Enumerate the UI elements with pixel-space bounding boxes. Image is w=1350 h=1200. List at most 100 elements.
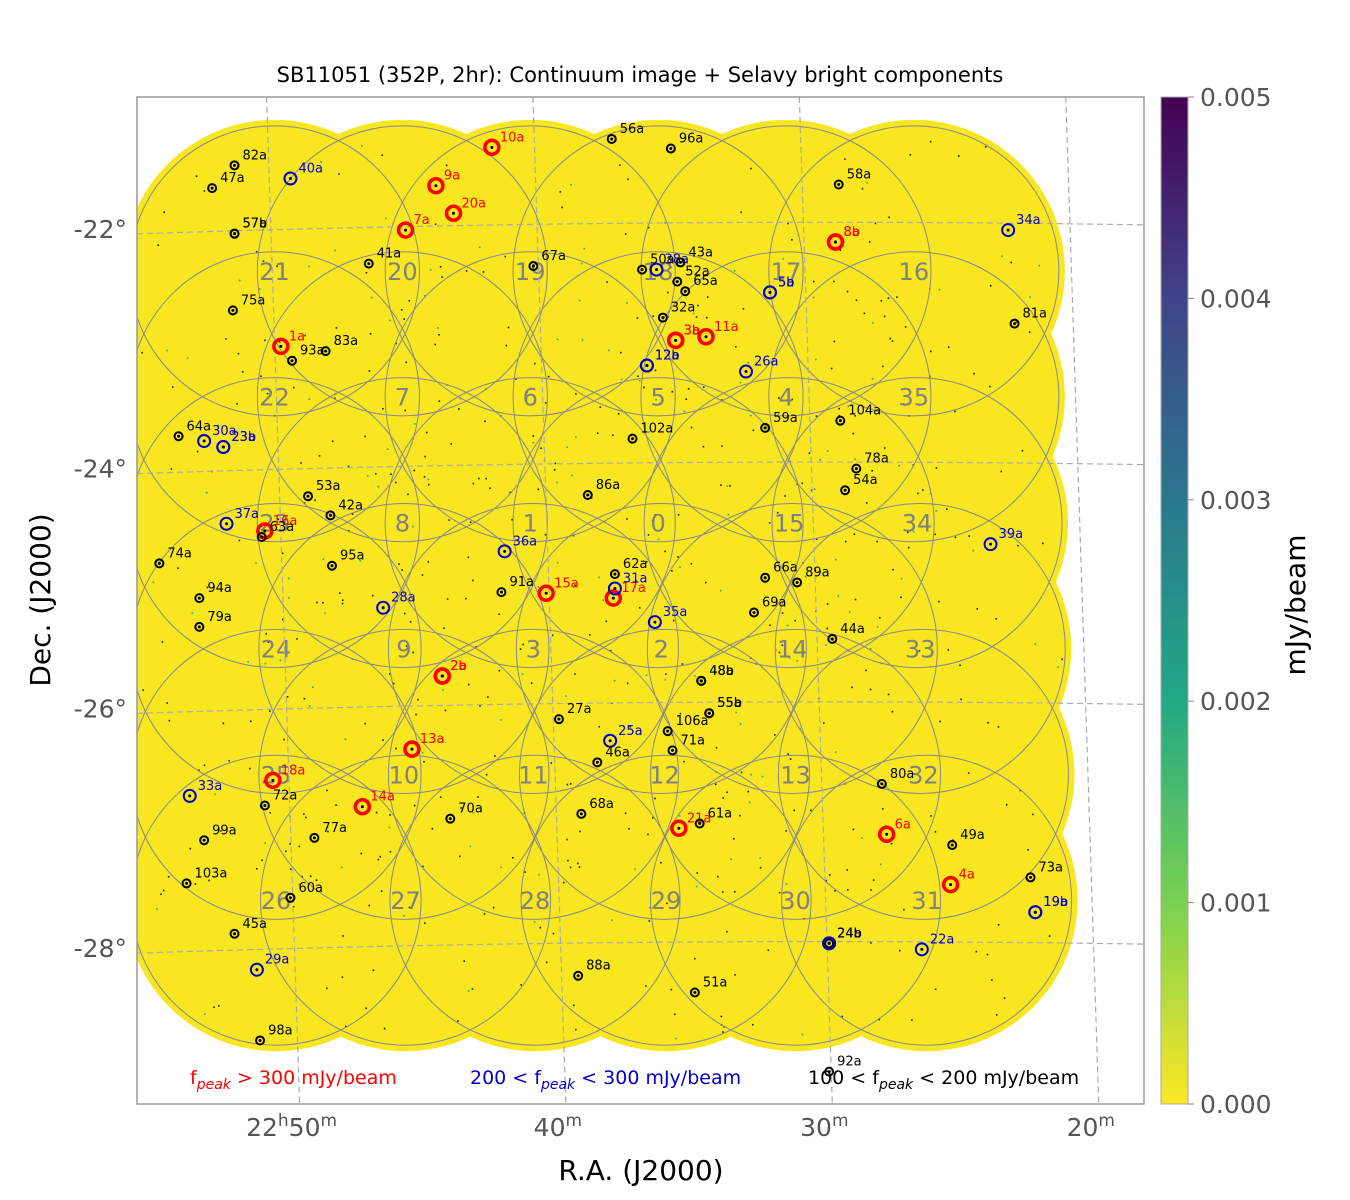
source-label: 45a [243, 917, 268, 932]
source-label: 52a [685, 265, 710, 280]
noise-speck [995, 1014, 998, 1016]
noise-speck [826, 603, 829, 605]
source-centre-dot [557, 717, 561, 721]
noise-speck [872, 322, 874, 324]
noise-speck [986, 953, 989, 956]
beam-number: 8 [395, 510, 410, 538]
noise-speck [947, 649, 950, 651]
noise-speck [896, 296, 898, 298]
source-centre-dot [434, 184, 438, 188]
ra-gridline [1065, 97, 1100, 1104]
noise-speck [512, 856, 514, 859]
noise-speck [844, 540, 847, 543]
noise-speck [324, 612, 326, 614]
noise-speck [954, 536, 957, 539]
noise-speck [422, 751, 424, 754]
noise-speck [733, 890, 736, 893]
noise-speck [445, 164, 448, 167]
noise-speck [467, 990, 470, 992]
beam-circle [777, 628, 1069, 920]
noise-speck [222, 722, 225, 725]
noise-speck [1038, 264, 1041, 267]
noise-speck [690, 562, 693, 565]
source-centre-dot [707, 711, 711, 715]
noise-speck [217, 1005, 220, 1007]
source-marker-bright [697, 328, 715, 346]
beam-circle [384, 251, 676, 543]
noise-speck [617, 413, 620, 415]
noise-speck [443, 627, 445, 629]
noise-speck [958, 155, 960, 157]
noise-speck [281, 552, 284, 555]
noise-speck [518, 278, 521, 280]
source-marker-bright [353, 797, 372, 816]
noise-speck [651, 520, 654, 522]
noise-speck [405, 361, 408, 364]
noise-speck [866, 181, 868, 184]
noise-speck [704, 581, 707, 584]
noise-speck [863, 312, 866, 315]
source-centre-dot [279, 344, 283, 348]
noise-speck [853, 533, 856, 535]
noise-speck [830, 367, 833, 370]
noise-speck [519, 648, 522, 650]
noise-speck [694, 675, 696, 677]
noise-speck [589, 634, 591, 636]
noise-speck [697, 304, 699, 307]
noise-speck [537, 488, 540, 491]
legend-entry: 100 < fpeak < 200 mJy/beam [808, 1067, 1079, 1093]
source-centre-dot [367, 262, 371, 266]
noise-speck [577, 862, 579, 865]
source-marker-faint [573, 970, 584, 981]
noise-speck [801, 1033, 804, 1036]
noise-speck [844, 158, 846, 160]
noise-speck [375, 811, 378, 814]
noise-speck [685, 398, 688, 400]
noise-speck [846, 290, 849, 293]
source-centre-dot [288, 177, 292, 181]
noise-speck [719, 589, 722, 592]
noise-speck [987, 721, 989, 724]
noise-speck [670, 266, 673, 269]
noise-speck [934, 533, 936, 536]
noise-speck [791, 239, 793, 241]
series-group: 1a2a2b3a3b4a6a7a8a8b9a10a11a13a14a15a16a… [256, 130, 975, 894]
noise-speck [667, 291, 669, 294]
noise-speck [865, 669, 867, 672]
noise-speck [647, 226, 650, 229]
noise-speck [308, 398, 311, 401]
noise-speck [258, 288, 261, 290]
source-centre-dot [260, 535, 264, 539]
noise-speck [720, 484, 722, 487]
noise-speck [922, 489, 924, 491]
noise-speck [427, 478, 430, 481]
noise-speck [1034, 643, 1037, 645]
noise-speck [929, 492, 932, 495]
series-group: 5a5b12a12b19a19b22a23a23b24a24b25a26a28a… [182, 162, 1068, 977]
noise-speck [206, 586, 209, 589]
noise-speck [972, 549, 975, 552]
noise-speck [339, 592, 341, 594]
source-centre-dot [221, 445, 225, 449]
ra-gridline [798, 97, 833, 1104]
noise-speck [556, 561, 559, 564]
x-tick-sup: m [320, 1111, 337, 1131]
noise-speck [854, 458, 856, 461]
noise-speck [565, 695, 567, 697]
noise-speck [739, 814, 741, 817]
source-label: 5a [778, 275, 794, 290]
source-label: 7a [414, 213, 430, 228]
noise-speck [522, 643, 524, 646]
source-marker-faint [287, 355, 298, 366]
noise-speck [705, 316, 708, 319]
noise-speck [575, 436, 577, 438]
source-marker-medium [283, 171, 298, 186]
noise-speck [881, 808, 884, 810]
chart-title: SB11051 (352P, 2hr): Continuum image + S… [277, 63, 1004, 87]
axis-tick-labels: -22°-24°-26°-28°22h50m 40m 30m 20m [74, 215, 1115, 1142]
noise-speck [276, 265, 278, 268]
source-marker-medium [914, 942, 929, 957]
noise-speck [683, 410, 686, 413]
source-centre-dot [579, 812, 583, 816]
